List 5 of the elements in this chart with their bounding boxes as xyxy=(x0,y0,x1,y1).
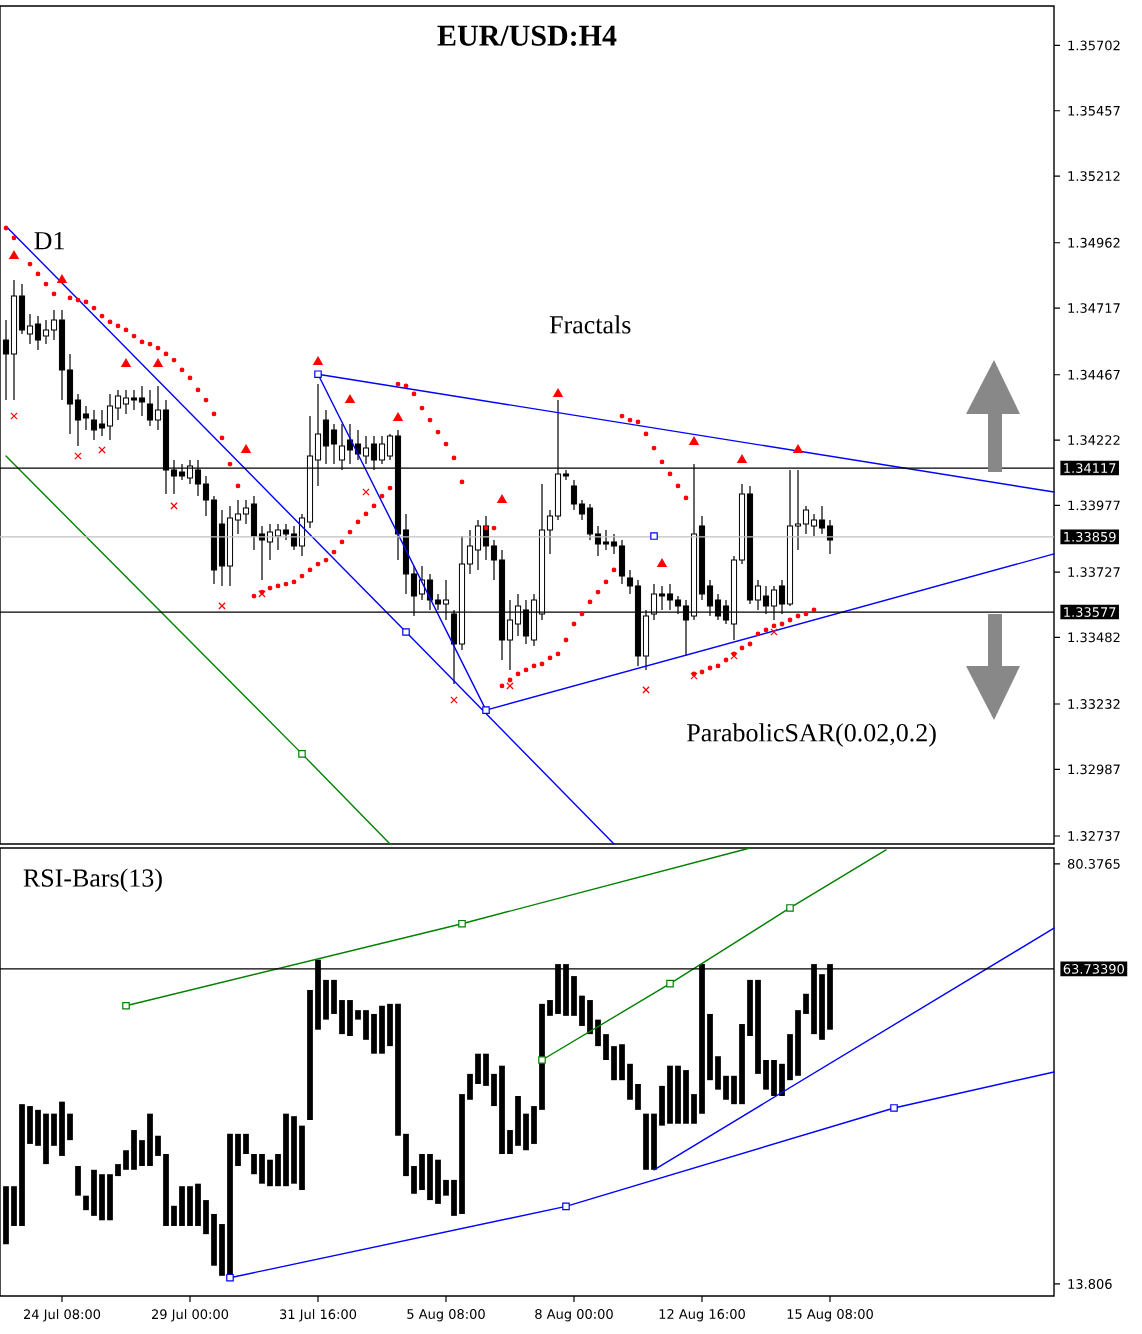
annotation: D1 xyxy=(34,232,64,250)
text: RSI-Bars(13) xyxy=(23,868,162,893)
annotation: Fractals xyxy=(549,315,631,334)
annotation: ParabolicSAR(0.02,0.2) xyxy=(687,723,936,747)
chart-title: EUR/USD:H4 xyxy=(437,25,617,46)
